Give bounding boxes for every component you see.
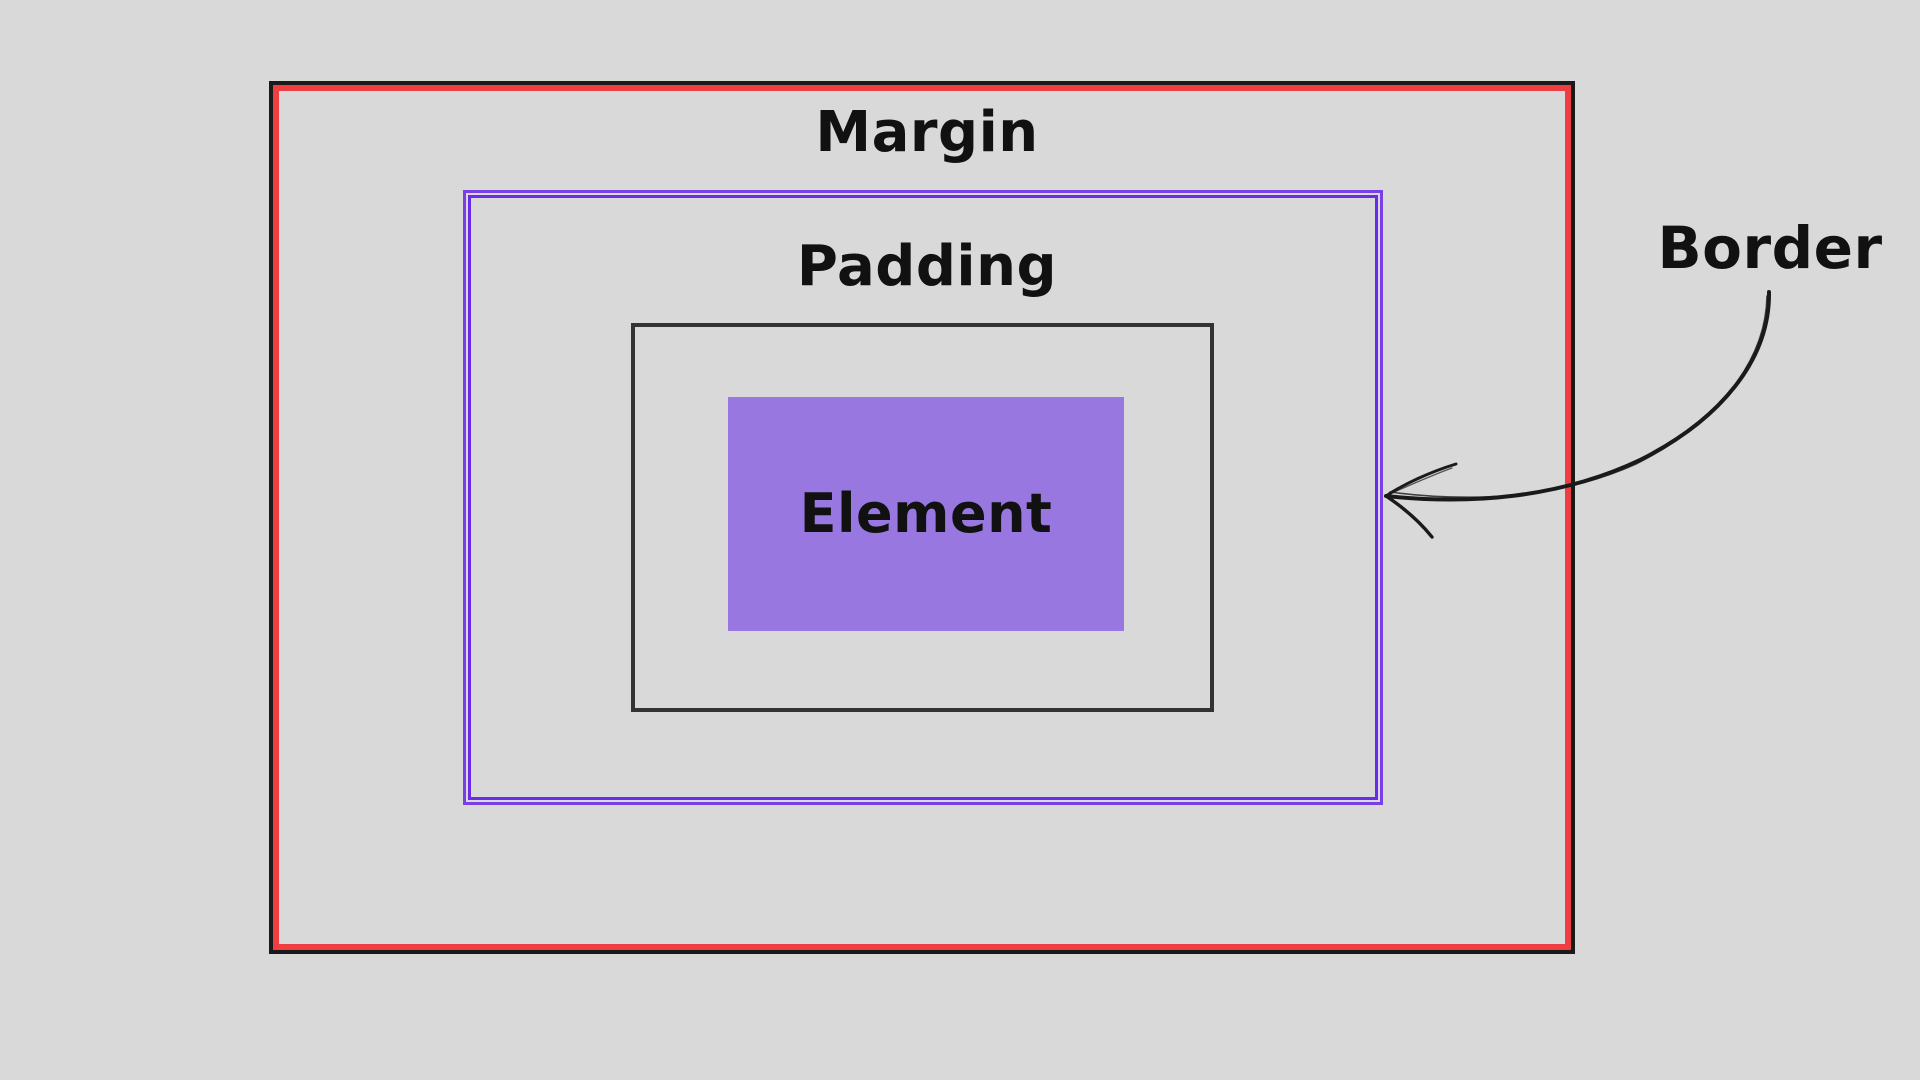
padding-box <box>463 190 1383 805</box>
element-label: Element <box>799 482 1053 545</box>
element-box <box>728 397 1124 631</box>
margin-box <box>269 81 1575 954</box>
content-box <box>631 323 1214 712</box>
border-label: Border <box>1657 214 1883 282</box>
margin-label: Margin <box>815 100 1039 165</box>
padding-label: Padding <box>796 234 1058 299</box>
border-line <box>273 85 1571 950</box>
padding-box-inner-line <box>468 195 1378 800</box>
